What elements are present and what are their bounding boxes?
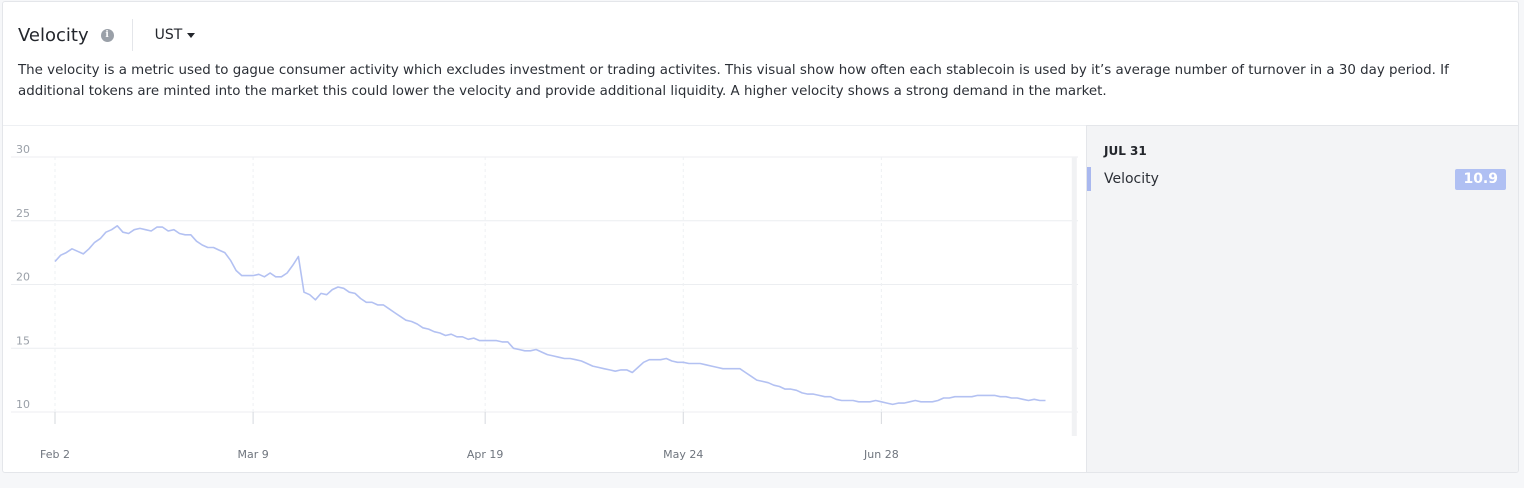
x-tick-label: Jun 28 (863, 448, 899, 461)
y-tick-label: 20 (16, 271, 30, 284)
hover-band (1071, 157, 1077, 436)
page-title: Velocity (18, 24, 89, 46)
chart-description: The velocity is a metric used to gague c… (18, 63, 1449, 99)
x-tick-label: Feb 2 (40, 448, 70, 461)
x-tick-label: Mar 9 (237, 448, 268, 461)
velocity-line-chart[interactable]: 10 15 20 25 30 Feb 2 Mar 9 Apr 19 May 24 Jun 28 (3, 126, 1086, 473)
y-tick-label: 15 (16, 334, 30, 347)
tooltip-date: JUL 31 (1104, 144, 1147, 158)
tooltip-series-row: Velocity 10.9 (1087, 166, 1518, 192)
header-divider (131, 19, 133, 51)
tooltip-panel: JUL 31 Velocity 10.9 (1086, 125, 1518, 472)
token-dropdown-value: UST (154, 27, 183, 43)
x-tick-label: Apr 19 (467, 448, 504, 461)
chevron-down-icon (187, 33, 196, 38)
y-tick-label: 30 (16, 143, 30, 156)
y-tick-label: 10 (16, 398, 30, 411)
tooltip-value-badge: 10.9 (1455, 169, 1506, 190)
tooltip-series-label: Velocity (1104, 171, 1159, 187)
y-tick-label: 25 (16, 207, 30, 220)
info-icon[interactable]: i (100, 28, 114, 42)
x-tick-label: May 24 (663, 448, 703, 461)
token-dropdown[interactable]: UST (155, 27, 196, 43)
velocity-card: Velocity i UST The velocity is a metric … (2, 1, 1519, 473)
series-line-velocity (54, 225, 1046, 406)
chart-area[interactable]: 10 15 20 25 30 Feb 2 Mar 9 Apr 19 May 24 Jun 28 (3, 125, 1086, 473)
series-color-marker (1087, 167, 1091, 191)
card-header: Velocity i UST (18, 19, 196, 51)
